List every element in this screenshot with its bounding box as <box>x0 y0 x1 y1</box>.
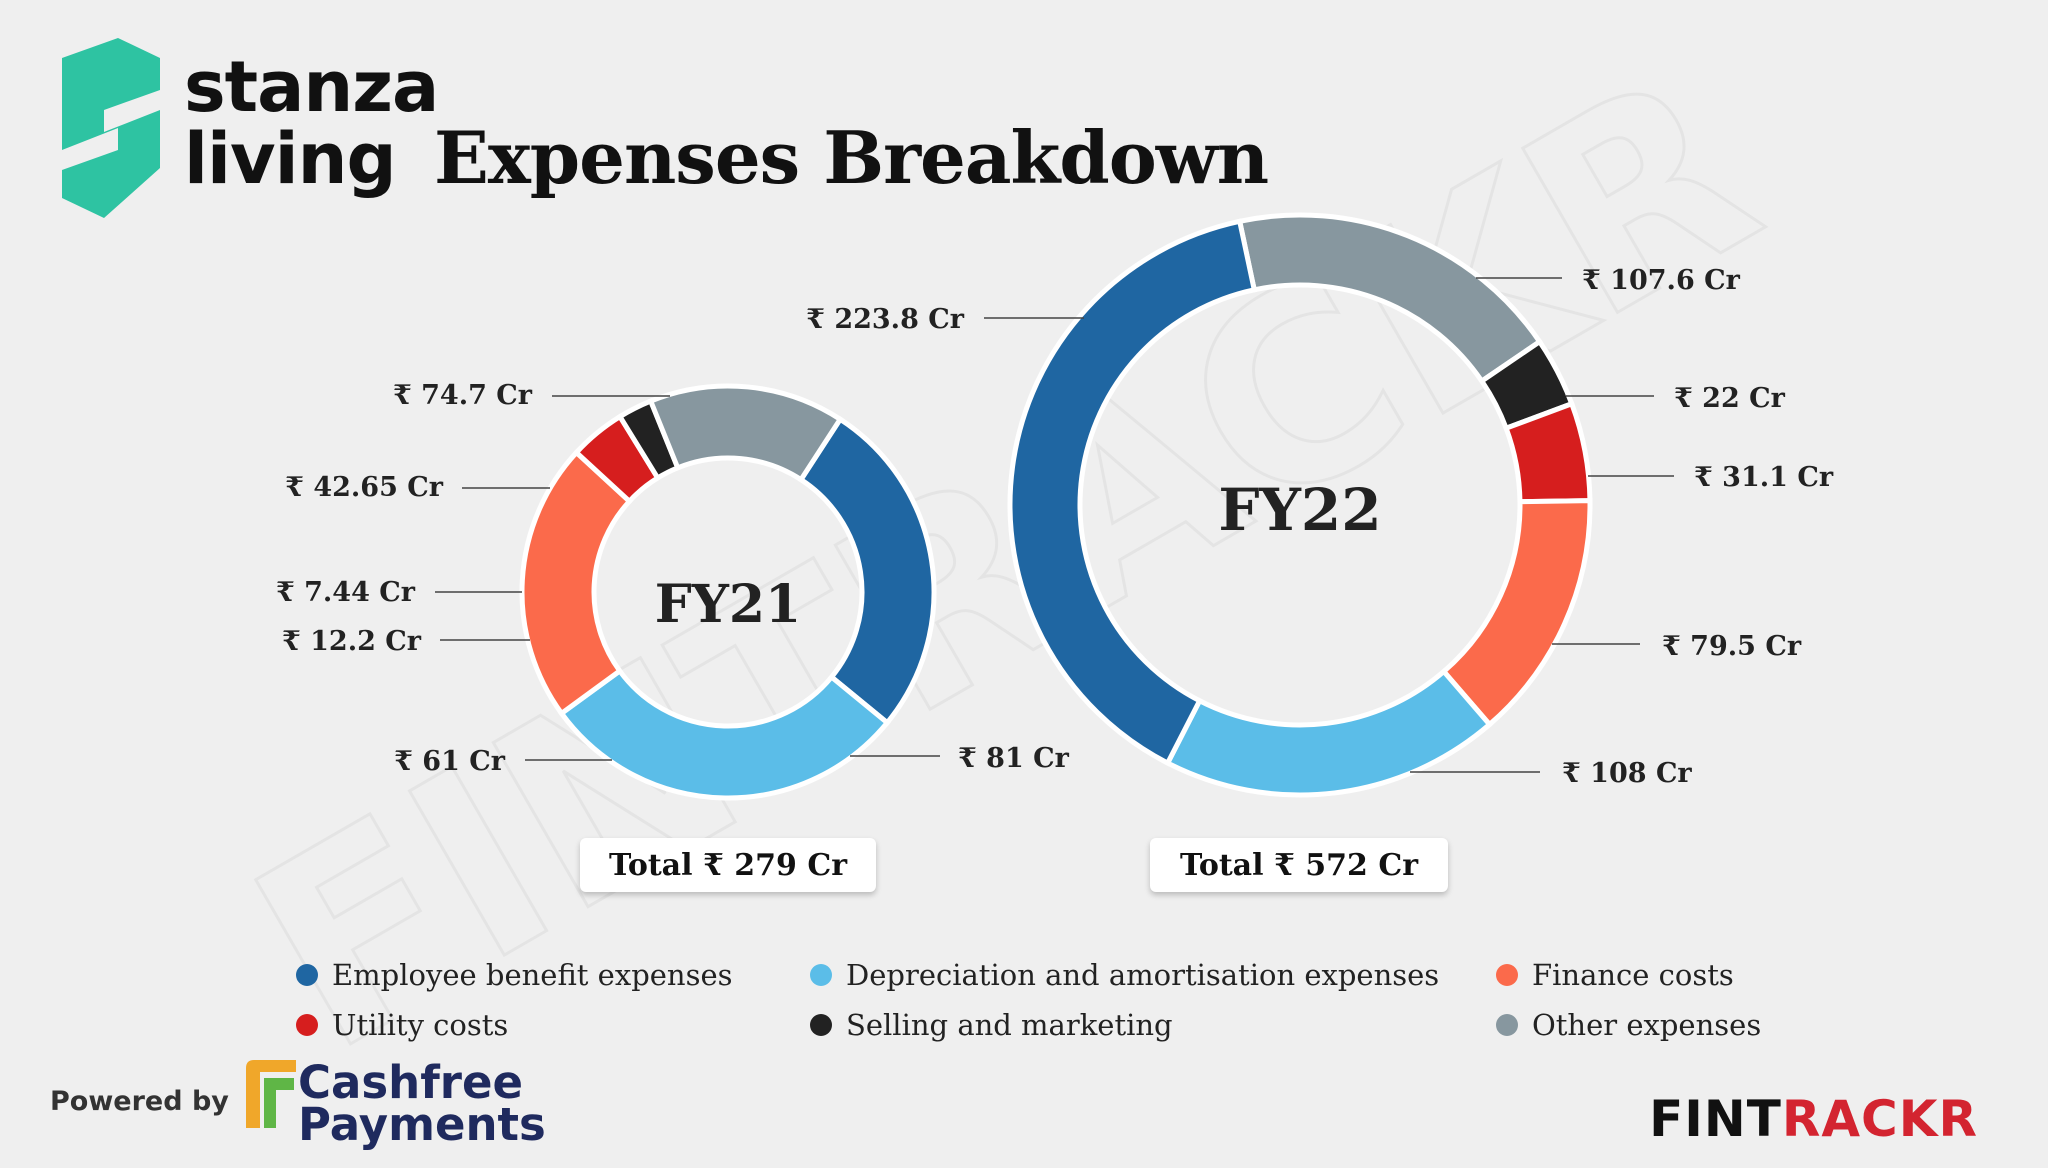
donut-slice <box>519 448 633 717</box>
center-label-fy21: FY21 <box>655 574 801 635</box>
total-badge-fy22: Total ₹ 572 Cr <box>1150 838 1448 892</box>
cashfree-name-line1: Cashfree <box>298 1056 524 1109</box>
donut-slice <box>797 415 937 727</box>
slice-value-label: ₹ 223.8 Cr <box>806 304 965 335</box>
center-label-fy22: FY22 <box>1218 476 1381 544</box>
page-title: Expenses Breakdown <box>434 115 1269 200</box>
donut-slice <box>1440 498 1593 728</box>
donut-fy21 <box>519 383 937 801</box>
legend-label: Other expenses <box>1532 1008 1762 1042</box>
legend-item: Utility costs <box>296 1008 508 1042</box>
cashfree-logo-icon <box>246 1060 296 1128</box>
fintrackr-logo-part1: FINT <box>1649 1090 1782 1148</box>
donut-slice <box>558 667 891 801</box>
legend-label: Depreciation and amortisation expenses <box>846 958 1440 992</box>
donut-slice <box>647 383 844 484</box>
donut-fy22 <box>1007 212 1593 798</box>
legend-swatch <box>1496 964 1518 986</box>
slice-value-label: ₹ 42.65 Cr <box>285 472 444 503</box>
total-badge-fy21: Total ₹ 279 Cr <box>580 838 876 892</box>
legend-item: Other expenses <box>1496 1008 1761 1042</box>
slice-value-label: ₹ 108 Cr <box>1562 758 1692 789</box>
slice-value-label: ₹ 107.6 Cr <box>1582 265 1741 296</box>
fintrackr-logo: FINTRACKR <box>1649 1094 1978 1144</box>
cashfree-name-line2: Payments <box>298 1098 546 1151</box>
brand-name-line2: living <box>184 118 397 200</box>
legend-swatch <box>296 964 318 986</box>
slice-value-label: ₹ 7.44 Cr <box>276 577 416 608</box>
legend-label: Finance costs <box>1532 958 1734 992</box>
slice-value-label: ₹ 61 Cr <box>394 746 506 777</box>
legend-swatch <box>1496 1014 1518 1036</box>
stanza-logo-icon <box>62 38 160 218</box>
legend-swatch <box>810 964 832 986</box>
slice-value-label: ₹ 81 Cr <box>958 743 1070 774</box>
donut-slice <box>1007 218 1258 767</box>
legend-item: Depreciation and amortisation expenses <box>810 958 1439 992</box>
legend-label: Utility costs <box>332 1008 509 1042</box>
legend-item: Finance costs <box>1496 958 1734 992</box>
slice-value-label: ₹ 31.1 Cr <box>1694 462 1834 493</box>
slice-value-label: ₹ 74.7 Cr <box>393 380 533 411</box>
slice-value-label: ₹ 22 Cr <box>1674 383 1786 414</box>
donut-slice <box>1164 667 1494 798</box>
legend-swatch <box>296 1014 318 1036</box>
legend-label: Selling and marketing <box>846 1008 1173 1042</box>
legend-label: Employee benefit expenses <box>332 958 733 992</box>
legend-item: Employee benefit expenses <box>296 958 733 992</box>
slice-value-label: ₹ 79.5 Cr <box>1662 631 1802 662</box>
slice-value-label: ₹ 12.2 Cr <box>282 626 422 657</box>
legend-swatch <box>810 1014 832 1036</box>
fintrackr-logo-part2: RACKR <box>1781 1090 1978 1148</box>
brand-name-line1: stanza <box>184 46 439 128</box>
powered-by-label: Powered by <box>50 1086 229 1117</box>
legend-item: Selling and marketing <box>810 1008 1173 1042</box>
